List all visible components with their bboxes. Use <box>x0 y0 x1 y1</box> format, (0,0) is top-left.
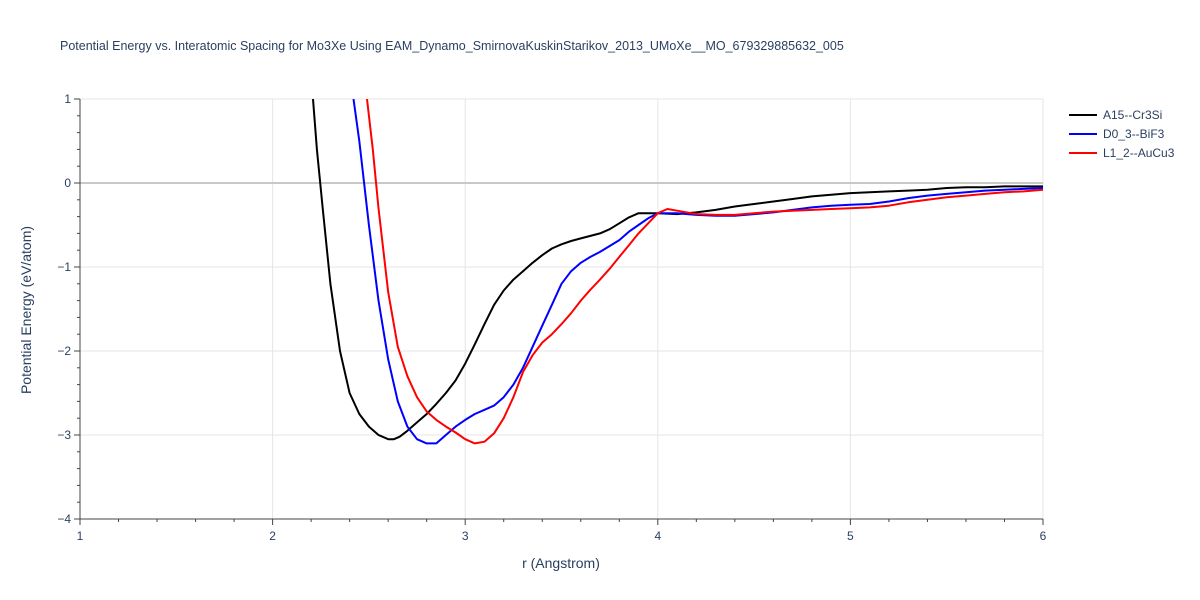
x-tick-label: 3 <box>462 529 469 543</box>
y-axis-title: Potential Energy (eV/atom) <box>18 226 34 394</box>
y-tick-label: −1 <box>57 260 71 274</box>
y-tick-label: −3 <box>57 428 71 442</box>
series-line-1 <box>312 99 1043 441</box>
y-tick-label: −4 <box>57 512 71 526</box>
x-axis-title: r (Angstrom) <box>522 555 600 571</box>
x-tick-label: 5 <box>847 529 854 543</box>
x-tick-label: 6 <box>1040 529 1047 543</box>
legend-label: L1_2--AuCu3 <box>1103 146 1175 160</box>
y-tick-label: −2 <box>57 344 71 358</box>
legend-label: A15--Cr3Si <box>1103 108 1162 122</box>
grid <box>80 98 1044 519</box>
chart-title: Potential Energy vs. Interatomic Spacing… <box>60 39 844 53</box>
x-tick-label: 1 <box>77 529 84 543</box>
series-line-2 <box>352 99 1043 445</box>
series-line-3 <box>366 99 1043 445</box>
legend-item-2[interactable]: D0_3--BiF3 <box>1069 127 1165 141</box>
y-tick-label: 0 <box>64 176 71 190</box>
axes: 1 2 3 4 5 6 1 0 −1 −2 −3 −4 <box>57 92 1046 543</box>
y-tick-label: 1 <box>64 92 71 106</box>
legend[interactable]: A15--Cr3Si D0_3--BiF3 L1_2--AuCu3 <box>1069 108 1175 160</box>
legend-label: D0_3--BiF3 <box>1103 127 1165 141</box>
legend-item-1[interactable]: A15--Cr3Si <box>1069 108 1162 122</box>
legend-item-3[interactable]: L1_2--AuCu3 <box>1069 146 1175 160</box>
plot-area <box>312 99 1043 445</box>
x-tick-label: 4 <box>654 529 661 543</box>
x-tick-label: 2 <box>269 529 276 543</box>
